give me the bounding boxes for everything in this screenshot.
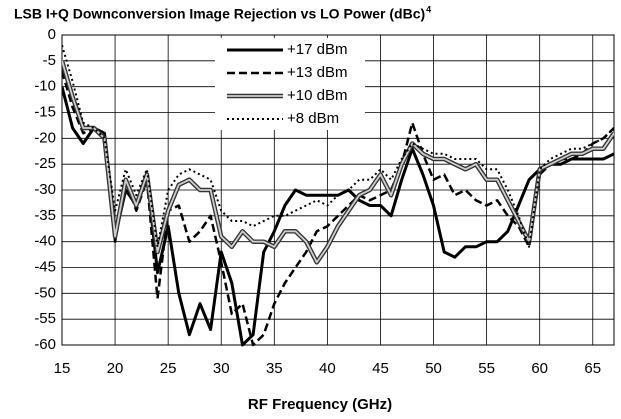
y-tick-label: -20	[34, 129, 56, 146]
chart-title: LSB I+Q Downconversion Image Rejection v…	[14, 6, 425, 22]
x-axis-label: RF Frequency (GHz)	[248, 396, 392, 413]
x-tick-label: 60	[531, 360, 548, 377]
x-tick-label: 35	[266, 360, 283, 377]
x-tick-label: 50	[425, 360, 442, 377]
x-tick-label: 55	[478, 360, 495, 377]
x-tick-label: 20	[107, 360, 124, 377]
y-tick-label: -35	[34, 207, 56, 224]
title-superscript: 4	[426, 4, 431, 14]
x-tick-label: 25	[160, 360, 177, 377]
y-tick-label: -55	[34, 310, 56, 327]
y-tick-label: -5	[43, 52, 56, 69]
x-tick-label: 65	[584, 360, 601, 377]
y-tick-label: -15	[34, 103, 56, 120]
x-tick-label: 45	[372, 360, 389, 377]
x-tick-label: 40	[319, 360, 336, 377]
y-tick-label: -60	[34, 336, 56, 353]
x-tick-label: 30	[213, 360, 230, 377]
legend-label: +10 dBm	[287, 87, 347, 104]
x-tick-label: 15	[54, 360, 71, 377]
plot-border	[61, 34, 615, 346]
series-line	[62, 45, 614, 248]
y-tick-label: -45	[34, 258, 56, 275]
legend-label: +17 dBm	[287, 41, 347, 58]
y-tick-label: -30	[34, 181, 56, 198]
y-tick-label: 0	[48, 26, 56, 43]
y-tick-label: -40	[34, 233, 56, 250]
y-tick-label: -10	[34, 78, 56, 95]
y-tick-label: -25	[34, 155, 56, 172]
legend-box	[215, 38, 365, 130]
y-tick-label: -50	[34, 284, 56, 301]
legend-label: +13 dBm	[287, 64, 347, 81]
legend-label: +8 dBm	[287, 110, 339, 127]
series-line	[62, 70, 614, 347]
